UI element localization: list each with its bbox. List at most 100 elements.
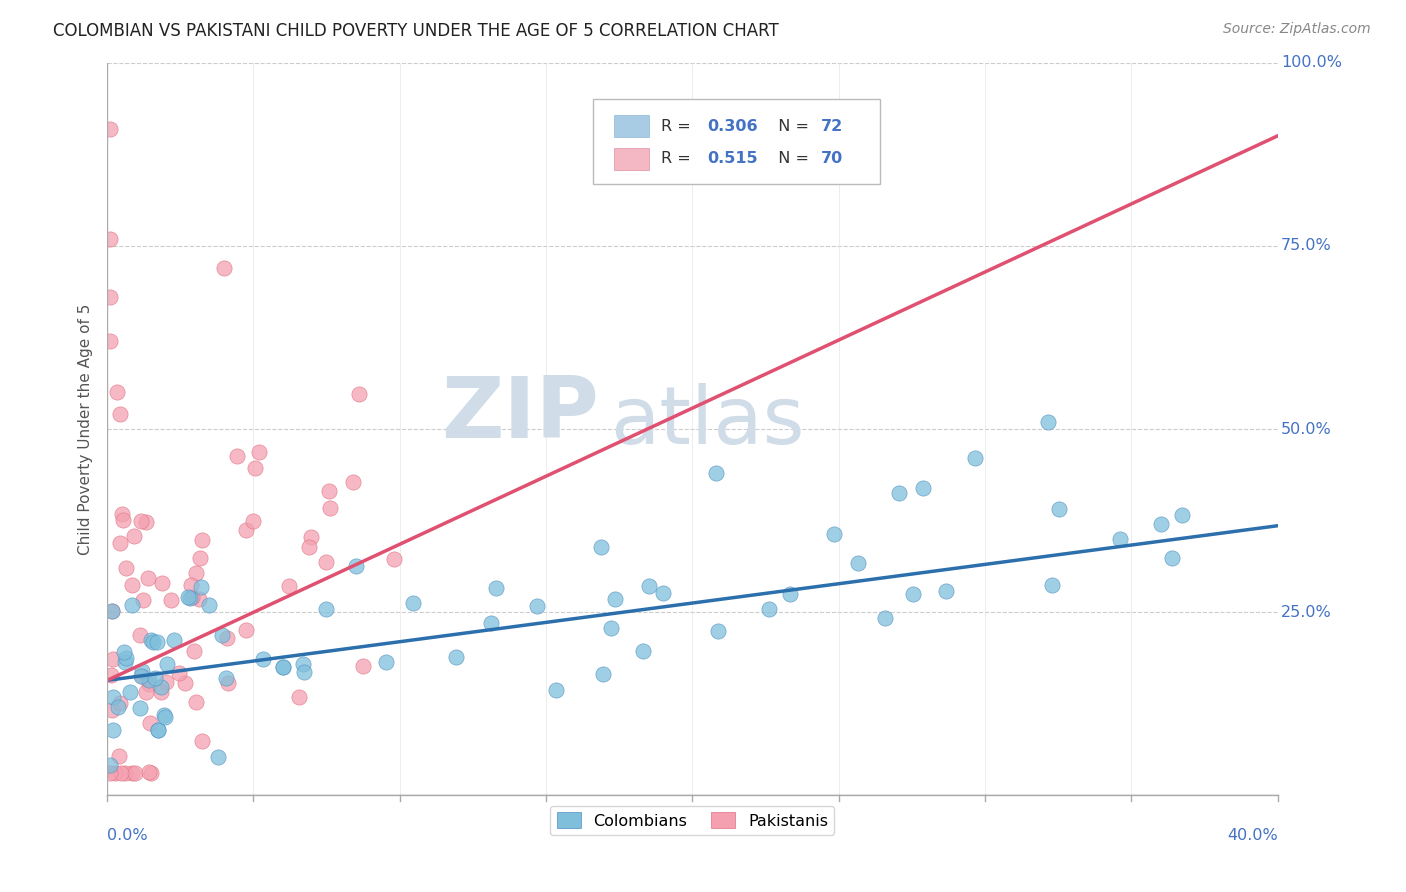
Point [135, 515, 157, 529]
Point [188, 550, 211, 565]
Point [1171, 508, 1194, 522]
Point [107, 700, 129, 714]
Point [706, 466, 728, 480]
Point [277, 579, 299, 593]
Point [129, 669, 152, 683]
Point [173, 676, 195, 690]
Point [177, 590, 200, 604]
Point [100, 668, 122, 682]
Point [247, 444, 270, 458]
Point [479, 616, 502, 631]
Point [155, 675, 177, 690]
Text: atlas: atlas [610, 383, 804, 460]
Point [115, 651, 138, 665]
Point [98, 757, 121, 772]
Point [131, 669, 153, 683]
Point [631, 644, 654, 658]
Point [299, 530, 322, 544]
Text: COLOMBIAN VS PAKISTANI CHILD POVERTY UNDER THE AGE OF 5 CORRELATION CHART: COLOMBIAN VS PAKISTANI CHILD POVERTY UND… [53, 22, 779, 40]
Text: 25.0%: 25.0% [1281, 605, 1331, 620]
Point [156, 657, 179, 671]
Point [104, 766, 127, 780]
Point [758, 602, 780, 616]
Point [110, 536, 132, 550]
Point [132, 593, 155, 607]
Text: 100.0%: 100.0% [1281, 55, 1343, 70]
Point [188, 591, 211, 606]
Text: 50.0%: 50.0% [1281, 422, 1331, 436]
Point [315, 602, 337, 616]
Point [111, 507, 134, 521]
Point [526, 599, 548, 613]
Point [215, 671, 238, 685]
Point [129, 628, 152, 642]
Point [292, 665, 315, 679]
Point [319, 501, 342, 516]
Point [138, 765, 160, 780]
Point [145, 634, 167, 648]
Point [98, 766, 121, 780]
Point [184, 695, 207, 709]
Text: N =: N = [769, 152, 814, 166]
Point [191, 734, 214, 748]
Point [1047, 501, 1070, 516]
Point [252, 651, 274, 665]
Point [101, 703, 124, 717]
Point [191, 533, 214, 548]
Point [652, 586, 675, 600]
Point [599, 621, 621, 635]
Point [315, 555, 337, 569]
Text: 0.306: 0.306 [707, 119, 758, 134]
Point [1150, 516, 1173, 531]
Point [101, 604, 124, 618]
Point [121, 577, 143, 591]
Point [1038, 415, 1060, 429]
Point [318, 483, 340, 498]
Point [98, 290, 121, 304]
Point [150, 681, 173, 695]
FancyBboxPatch shape [593, 99, 880, 184]
Text: ZIP: ZIP [441, 373, 599, 456]
Point [298, 540, 321, 554]
Point [589, 540, 612, 554]
Text: 0.515: 0.515 [707, 152, 758, 166]
Point [118, 684, 141, 698]
Point [112, 513, 135, 527]
Text: 70: 70 [821, 152, 844, 166]
Point [212, 260, 235, 275]
Point [1109, 532, 1132, 546]
Point [242, 514, 264, 528]
Point [181, 590, 204, 604]
Point [98, 231, 121, 245]
Point [135, 685, 157, 699]
Point [271, 659, 294, 673]
Point [163, 633, 186, 648]
Point [149, 685, 172, 699]
Point [159, 593, 181, 607]
Y-axis label: Child Poverty Under the Age of 5: Child Poverty Under the Age of 5 [79, 303, 93, 555]
Point [592, 666, 614, 681]
Point [873, 611, 896, 625]
Point [122, 529, 145, 543]
Point [226, 450, 249, 464]
Point [342, 475, 364, 489]
Point [150, 575, 173, 590]
Point [121, 766, 143, 780]
Point [114, 561, 136, 575]
Point [114, 655, 136, 669]
Point [131, 664, 153, 678]
Point [235, 523, 257, 537]
Point [485, 581, 508, 595]
Point [146, 723, 169, 738]
Point [352, 659, 374, 673]
Point [129, 701, 152, 715]
Point [638, 578, 661, 592]
Point [108, 696, 131, 710]
Point [139, 766, 162, 780]
Point [291, 657, 314, 671]
Point [965, 450, 987, 465]
Point [105, 385, 128, 400]
Text: N =: N = [769, 119, 814, 134]
Point [98, 121, 121, 136]
Point [108, 408, 131, 422]
